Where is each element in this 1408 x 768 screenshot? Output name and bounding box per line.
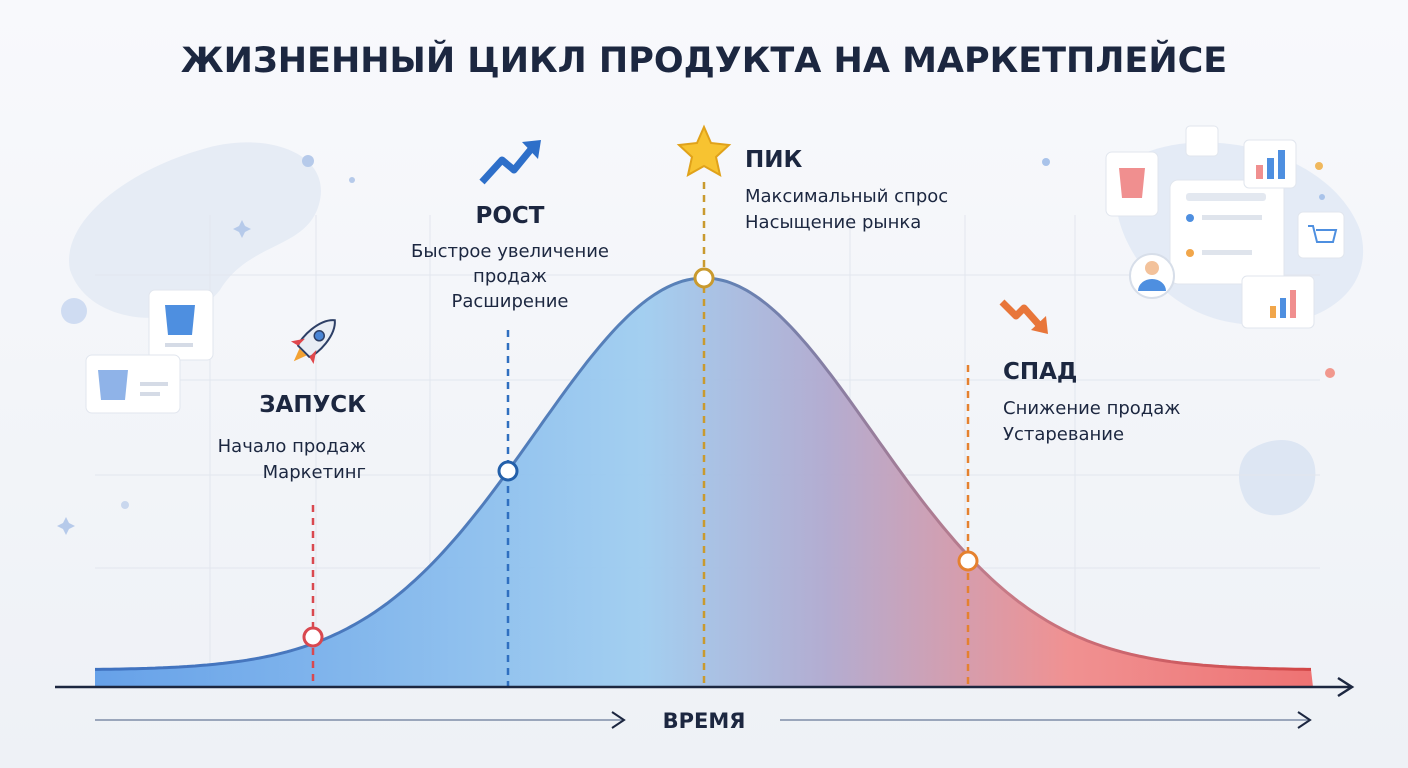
path-shape (98, 370, 128, 400)
circle-shape (313, 330, 325, 342)
star-icon (676, 124, 732, 177)
circle-shape (302, 626, 324, 648)
rect-shape (1202, 250, 1252, 255)
path-shape (165, 305, 195, 335)
stage-markers (311, 182, 970, 686)
stage-title: СПАД (1003, 359, 1077, 385)
title: ЖИЗНЕННЫЙ ЦИКЛ ПРОДУКТА НА МАРКЕТПЛЕЙСЕ (181, 39, 1227, 81)
circle-shape (1129, 253, 1175, 299)
rect-shape (1256, 165, 1263, 179)
rect-shape (1280, 298, 1286, 318)
circle-shape (1145, 261, 1159, 275)
path-shape (479, 145, 535, 185)
rect-shape (140, 392, 160, 396)
growth-arrow-icon (479, 140, 541, 185)
rect-shape (1241, 275, 1315, 329)
stage-title: ЗАПУСК (259, 392, 366, 418)
circle-shape (302, 155, 314, 167)
stage-title: РОСТ (476, 203, 545, 229)
rect-shape (140, 382, 168, 386)
blob (1238, 440, 1316, 516)
rect-shape (1186, 193, 1266, 201)
stage-line: Максимальный спрос (745, 186, 948, 207)
circle-shape (1042, 158, 1050, 166)
rect-shape (1278, 150, 1285, 179)
rect-shape (1270, 306, 1276, 318)
time-arrow-head (1297, 711, 1312, 729)
path-shape (1119, 168, 1145, 198)
circle-shape (1315, 162, 1323, 170)
rect-shape (1290, 290, 1296, 318)
shop-cards (85, 125, 1345, 414)
stage-line: продаж (473, 266, 547, 287)
path-shape (1031, 316, 1048, 334)
stage-line: Быстрое увеличение (411, 241, 609, 262)
rect-shape (1169, 179, 1285, 285)
circle-shape (693, 267, 715, 289)
circle-shape (1186, 214, 1194, 222)
rect-shape (1185, 125, 1219, 157)
circle-shape (349, 177, 355, 183)
rocket-icon (290, 319, 336, 365)
rect-shape (1202, 215, 1262, 220)
path-shape (290, 338, 317, 365)
stage-points (302, 267, 979, 648)
decline-arrow-icon (999, 299, 1048, 334)
circle-shape (1319, 194, 1325, 200)
stage-line: Снижение продаж (1003, 398, 1181, 419)
circle-shape (497, 460, 519, 482)
circle-shape (1186, 249, 1194, 257)
path-shape (1138, 279, 1166, 291)
path-shape (1308, 225, 1338, 243)
rect-shape (1297, 211, 1345, 259)
circle-shape (1325, 368, 1335, 378)
path-shape (57, 517, 75, 535)
stage-line: Расширение (452, 291, 569, 312)
path-shape (293, 348, 307, 362)
stage-line: Маркетинг (263, 462, 366, 483)
time-arrow-head (611, 711, 626, 729)
circle-shape (121, 501, 129, 509)
path-shape (522, 140, 541, 159)
stage-line: Устаревание (1003, 424, 1124, 445)
stage-title: ПИК (745, 147, 802, 173)
decor-dots (57, 155, 1335, 535)
rect-shape (165, 343, 193, 347)
circle-shape (61, 298, 87, 324)
stage-line: Насыщение рынка (745, 212, 921, 233)
path-shape (233, 220, 251, 238)
axis-label: ВРЕМЯ (663, 709, 746, 733)
stage-line: Начало продаж (218, 436, 366, 457)
circle-shape (957, 550, 979, 572)
axis-arrow (1337, 676, 1355, 698)
rect-shape (1267, 158, 1274, 179)
blob (69, 142, 321, 318)
path-shape (999, 299, 1043, 329)
